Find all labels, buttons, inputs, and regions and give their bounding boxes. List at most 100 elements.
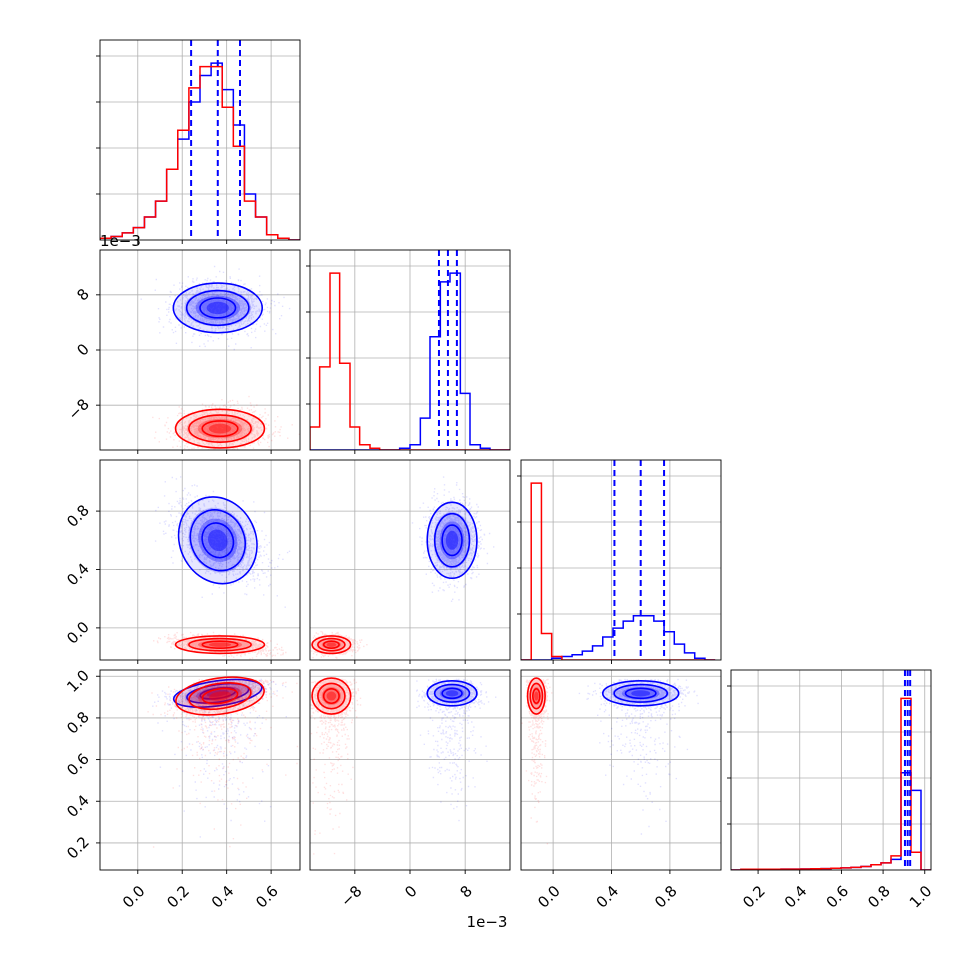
- contour-level-2: [186, 682, 250, 704]
- density-fill-level-4: [208, 691, 232, 701]
- contour-level-1: [426, 501, 478, 580]
- panel-frame: [99, 39, 301, 241]
- density-fill-level-3: [198, 518, 238, 562]
- contour-level-2: [188, 414, 252, 443]
- density-fill-level-2: [316, 682, 346, 710]
- contour-level-2: [613, 683, 669, 703]
- density-fill-level-2: [186, 414, 254, 444]
- contour-level-3: [441, 687, 463, 700]
- density-fill-level-2: [612, 683, 670, 703]
- histogram-series-2: [100, 65, 300, 240]
- panel-frame: [99, 669, 301, 871]
- panel-frame: [99, 459, 301, 661]
- density-fill-level-3: [197, 418, 243, 439]
- y-tick-label: 0.8: [63, 501, 93, 531]
- x-tick-label: 0.8: [651, 882, 681, 912]
- density-fill-level-4: [207, 529, 228, 552]
- contour-level-3: [322, 688, 340, 705]
- histograms: [100, 62, 300, 240]
- x-tick-label: 0.4: [208, 882, 238, 912]
- y-tick-label: 1.0: [63, 666, 93, 696]
- scatter-layer: [521, 677, 699, 845]
- x-tick-label: −8: [337, 882, 365, 910]
- histograms: [731, 697, 931, 870]
- y-tick-label: 0.8: [63, 708, 93, 738]
- panel-p4-vs-p2: −8 0 8: [309, 669, 511, 910]
- density-fill-level-4: [326, 691, 337, 701]
- density-fill-level-2: [433, 683, 471, 703]
- contour-level-2: [529, 682, 544, 710]
- panel-frame: [520, 669, 722, 871]
- density-fill-level-2: [529, 682, 543, 710]
- panel-frame: [730, 669, 932, 871]
- contour-level-1: [311, 677, 352, 715]
- y-tick-label: 0: [73, 340, 92, 359]
- x-tick-label: 0.8: [864, 882, 894, 912]
- scatter-points-series-1: [154, 476, 291, 608]
- density-fill-level-4: [445, 690, 459, 697]
- contour-level-3: [441, 524, 463, 557]
- panel-p2-vs-p2: [306, 249, 511, 454]
- panel-p4-vs-p3: 0.0 0.4 0.8: [520, 669, 722, 912]
- contour-level-1: [526, 677, 546, 715]
- contour-level-3: [201, 522, 235, 559]
- density-fill-level-3: [439, 521, 465, 560]
- contour-level-2: [433, 683, 471, 703]
- density-fill-level-4: [206, 301, 229, 315]
- contour-level-3: [201, 687, 239, 705]
- y-tick-label: 0.4: [63, 560, 93, 590]
- histogram-series-2: [310, 272, 510, 450]
- x-tick-label: 0.4: [781, 882, 811, 912]
- density-fill-level-4: [208, 423, 232, 434]
- panel-p3-vs-p2: [309, 459, 511, 664]
- x-tick-label: 0.2: [163, 882, 193, 912]
- panel-p4-vs-p1: 0.0 0.2 0.4 0.6 0.2 0.4 0.6 0.8 1.0: [63, 666, 301, 912]
- contour-level-3: [532, 688, 541, 705]
- density-fill-level-2: [316, 638, 346, 652]
- density-fill-level-4: [631, 690, 651, 697]
- scatter-layer: [310, 677, 497, 855]
- histograms: [521, 482, 716, 660]
- x-tick-label: 0.6: [252, 882, 282, 912]
- contour-level-1: [175, 676, 265, 716]
- scatter-layer: [140, 265, 300, 450]
- panel-p1-vs-p1: [96, 39, 301, 244]
- contour-level-2: [188, 637, 252, 652]
- density-fill-level-2: [186, 681, 254, 711]
- panel-frame: [520, 459, 722, 661]
- y-tick-label: 0.2: [63, 833, 93, 863]
- contour-level-1: [311, 635, 352, 655]
- density-fill-level-4: [208, 642, 232, 647]
- contour-level-1: [174, 635, 266, 655]
- density-fill-level-2: [188, 507, 248, 573]
- contour-level-3: [322, 640, 340, 649]
- density-fill-level-3: [195, 686, 240, 701]
- x-tick-label: 0.4: [593, 882, 623, 912]
- y-tick-label: 0.0: [63, 618, 93, 648]
- histograms: [310, 272, 510, 450]
- density-fill-level-2: [184, 289, 252, 327]
- contour-level-1: [426, 680, 478, 707]
- x-tick-label: 0.0: [534, 882, 564, 912]
- panel-p3-vs-p3: [517, 459, 722, 664]
- panel-p3-vs-p1: 0.0 0.4 0.8: [63, 459, 301, 664]
- x-tick-label: 0.2: [739, 882, 769, 912]
- density-fill-level-4: [206, 689, 229, 697]
- y-tick-label: 0.4: [63, 791, 93, 821]
- x-tick-label: 0: [401, 882, 420, 901]
- histogram-series-1: [521, 615, 716, 660]
- density-fill-level-2: [186, 638, 254, 652]
- contour-level-3: [199, 297, 237, 319]
- scatter-layer: [153, 476, 291, 660]
- scatter-points-series-1: [140, 265, 291, 351]
- density-fill-level-4: [534, 691, 539, 701]
- scatter-layer: [310, 476, 495, 659]
- contour-level-3: [201, 420, 239, 438]
- contour-level-3: [624, 687, 657, 700]
- y-tick-label: 8: [73, 285, 92, 304]
- contour-level-2: [189, 509, 247, 572]
- y-tick-label: 0.6: [63, 750, 93, 780]
- offset-text-x: 1e−3: [467, 913, 508, 931]
- offset-text-y: 1e−3: [100, 232, 141, 250]
